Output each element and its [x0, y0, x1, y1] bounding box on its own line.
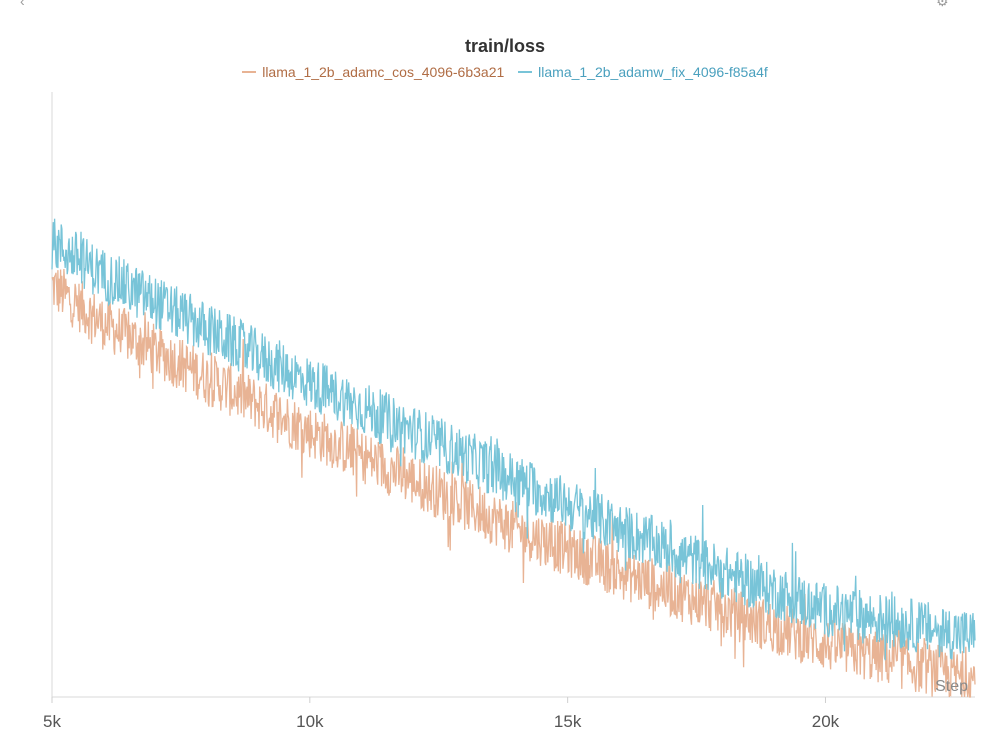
- chart-title: train/loss: [464, 36, 546, 56]
- legend-item-series-1[interactable]: llama_1_2b_adamw_fix_4096-f85a4f: [518, 64, 768, 80]
- series-line-0[interactable]: [51, 268, 976, 698]
- x-tick-label-3: 20k: [812, 712, 840, 731]
- legend: llama_1_2b_adamc_cos_4096-6b3a21 llama_1…: [0, 64, 1000, 80]
- x-tick-label-0: 5k: [43, 712, 61, 731]
- legend-item-series-0[interactable]: llama_1_2b_adamc_cos_4096-6b3a21: [242, 64, 504, 80]
- x-tick-label-1: 10k: [296, 712, 324, 731]
- x-tick-label-2: 15k: [554, 712, 582, 731]
- series-line-1[interactable]: [51, 218, 976, 661]
- legend-swatch-series-0: [242, 70, 257, 73]
- legend-swatch-series-1: [518, 70, 533, 73]
- gear-icon[interactable]: ⚙: [936, 0, 949, 9]
- legend-label-series-0: llama_1_2b_adamc_cos_4096-6b3a21: [262, 64, 505, 80]
- x-axis-label: Step: [935, 678, 968, 695]
- chevron-left-icon[interactable]: ‹: [20, 0, 25, 9]
- legend-label-series-1: llama_1_2b_adamw_fix_4096-f85a4f: [538, 64, 768, 80]
